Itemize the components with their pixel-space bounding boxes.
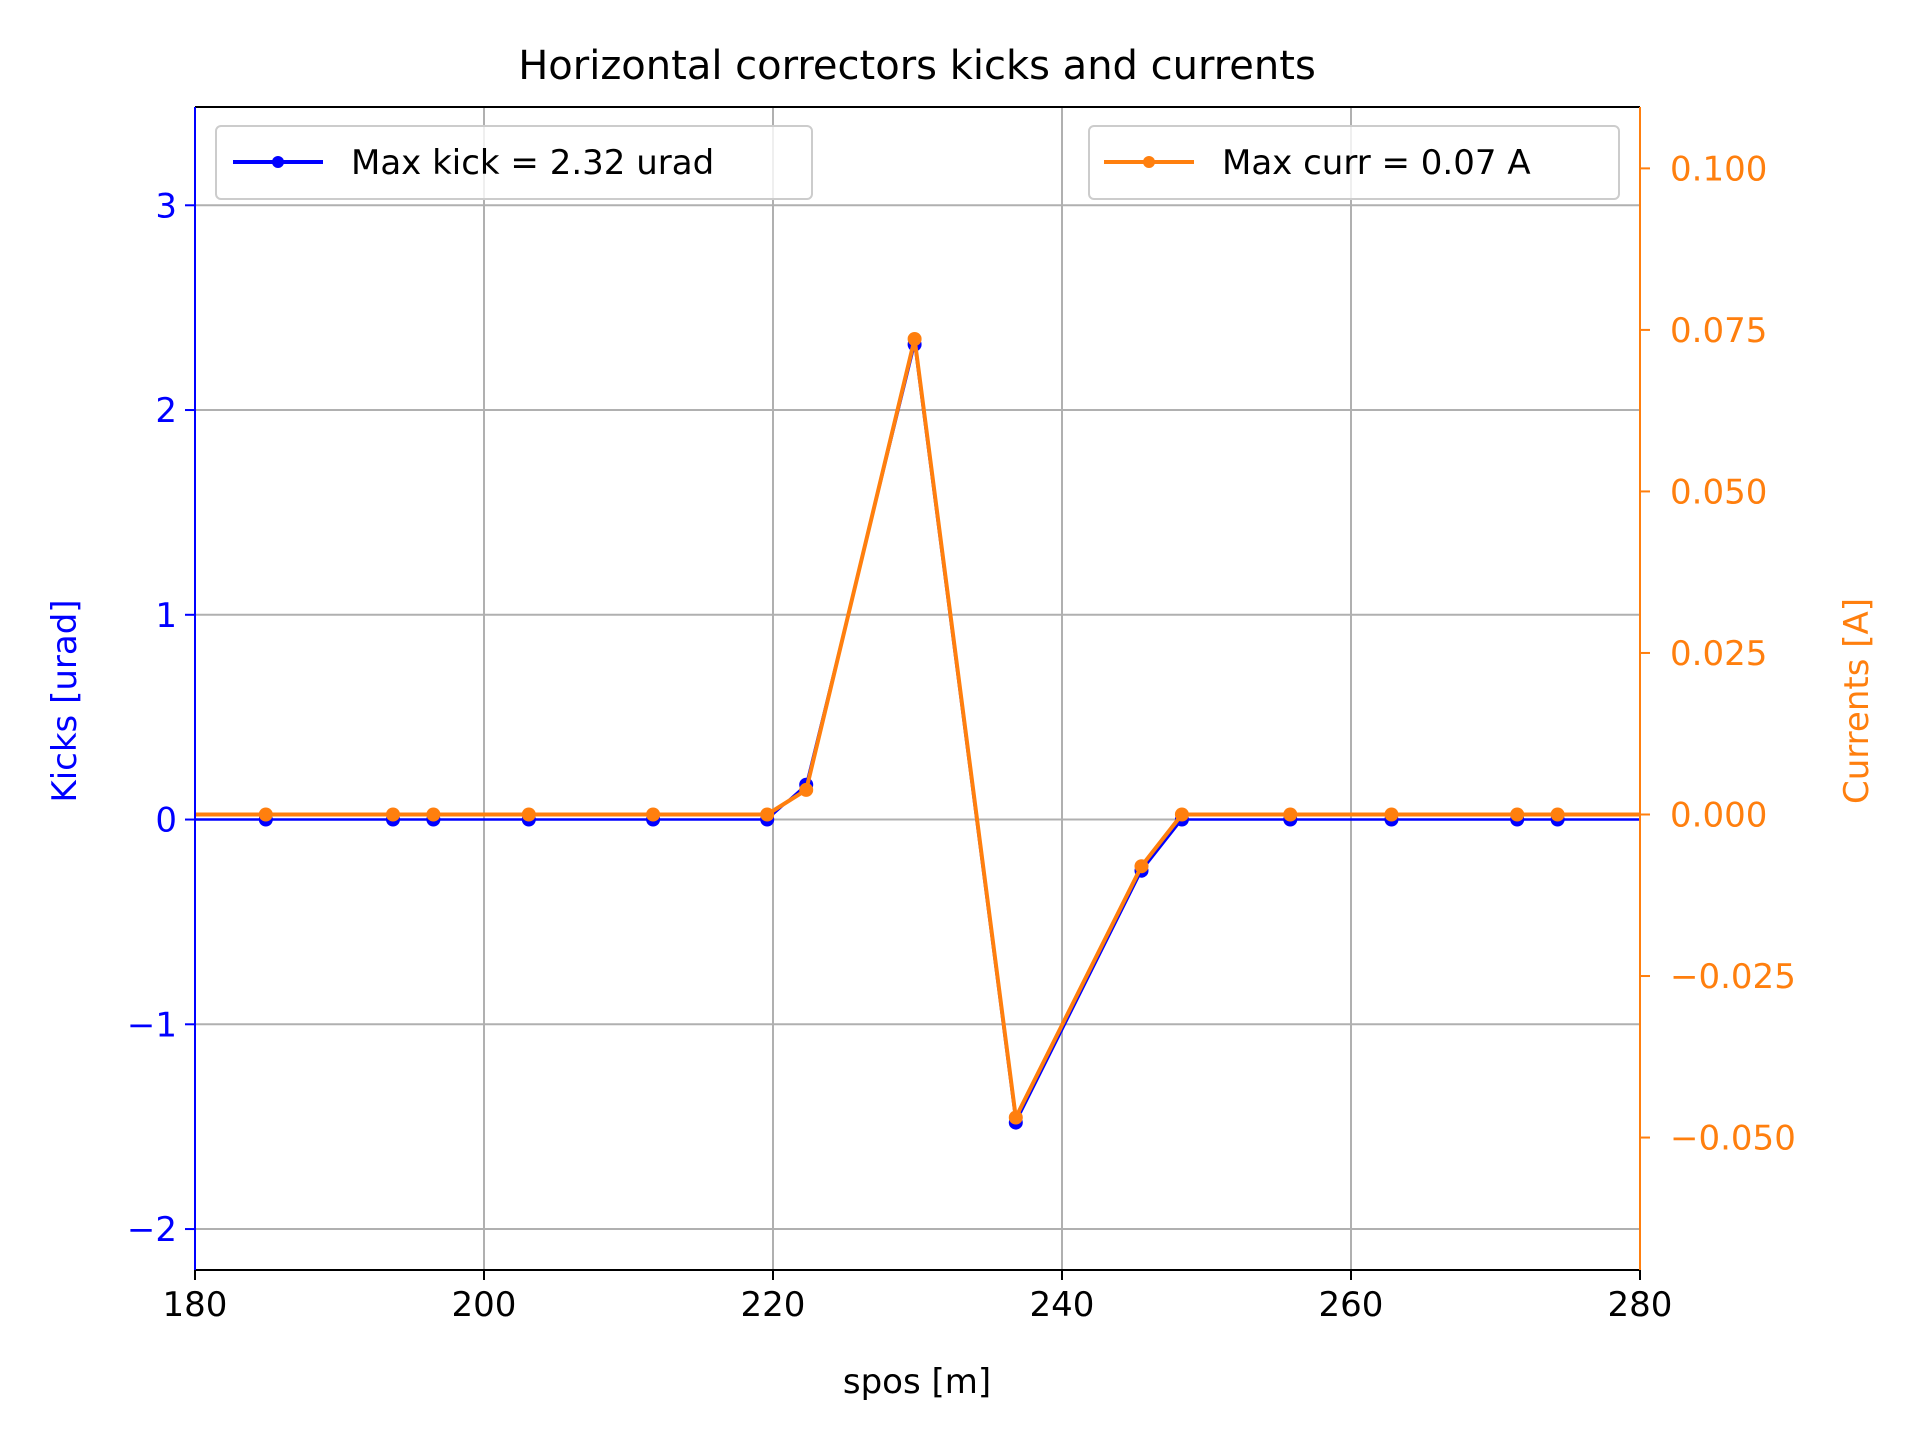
- y-right-tick-label: 0.025: [1670, 634, 1767, 674]
- series-2-point: [1550, 807, 1565, 822]
- y-axis-label-left: Kicks [urad]: [45, 599, 85, 802]
- legend-right-swatch-marker: [1143, 156, 1155, 168]
- legend-right-frame: [1088, 125, 1620, 200]
- series-layer: [195, 332, 1640, 1130]
- y-right-tick-label: 0.075: [1670, 311, 1767, 351]
- legend-left: Max kick = 2.32 urad: [215, 125, 813, 200]
- ticks: 180 200 220 240 260 280 −2 −1 0 1 2 3 −0.050 −0.025 0.…: [127, 149, 1796, 1325]
- series-2-point: [646, 807, 661, 822]
- x-tick-label: 240: [1030, 1285, 1095, 1325]
- legend-left-label: Max kick = 2.32 urad: [351, 143, 714, 183]
- series-2-point: [258, 807, 273, 822]
- series-2-point: [1174, 807, 1189, 822]
- series-2-point: [1510, 807, 1525, 822]
- y-left-tick-label: 0: [155, 801, 177, 841]
- x-tick-label: 180: [163, 1285, 228, 1325]
- y-axis-label-right: Currents [A]: [1837, 598, 1877, 804]
- series-2-point: [760, 807, 775, 822]
- x-tick-label: 280: [1608, 1285, 1673, 1325]
- legend-left-frame: [215, 125, 813, 200]
- x-tick-label: 260: [1319, 1285, 1384, 1325]
- series-2-point: [1384, 807, 1399, 822]
- series-2-point: [386, 807, 400, 822]
- grid: [194, 107, 1641, 1270]
- series-2-point: [1008, 1110, 1023, 1125]
- x-axis-label: spos [m]: [843, 1362, 991, 1402]
- chart-title: Horizontal correctors kicks and currents: [518, 43, 1316, 89]
- series-2-point: [1134, 859, 1149, 874]
- y-left-tick-label: 3: [155, 186, 177, 226]
- y-left-tick-label: −1: [127, 1005, 177, 1045]
- y-right-tick-label: 0.100: [1670, 149, 1767, 189]
- x-tick-label: 200: [452, 1285, 517, 1325]
- legend-left-swatch-marker: [272, 156, 284, 168]
- y-left-tick-label: 1: [155, 596, 177, 636]
- x-tick-label: 220: [741, 1285, 806, 1325]
- y-left-tick-label: −2: [127, 1210, 177, 1250]
- series-2-point: [426, 807, 441, 822]
- series-2-point: [1283, 807, 1298, 822]
- y-right-tick-label: −0.050: [1670, 1119, 1796, 1159]
- y-right-tick-label: 0.050: [1670, 472, 1767, 512]
- series-2-point: [521, 807, 536, 822]
- series-2-point: [907, 332, 922, 346]
- y-right-tick-label: −0.025: [1670, 957, 1796, 997]
- plot-area: [195, 107, 1640, 1270]
- legend-right: Max curr = 0.07 A: [1088, 125, 1620, 200]
- y-left-tick-label: 2: [155, 391, 177, 431]
- axes: [194, 106, 1641, 1271]
- legend-right-label: Max curr = 0.07 A: [1222, 143, 1531, 183]
- y-right-tick-label: 0.000: [1670, 795, 1767, 835]
- series-2-point: [799, 782, 814, 797]
